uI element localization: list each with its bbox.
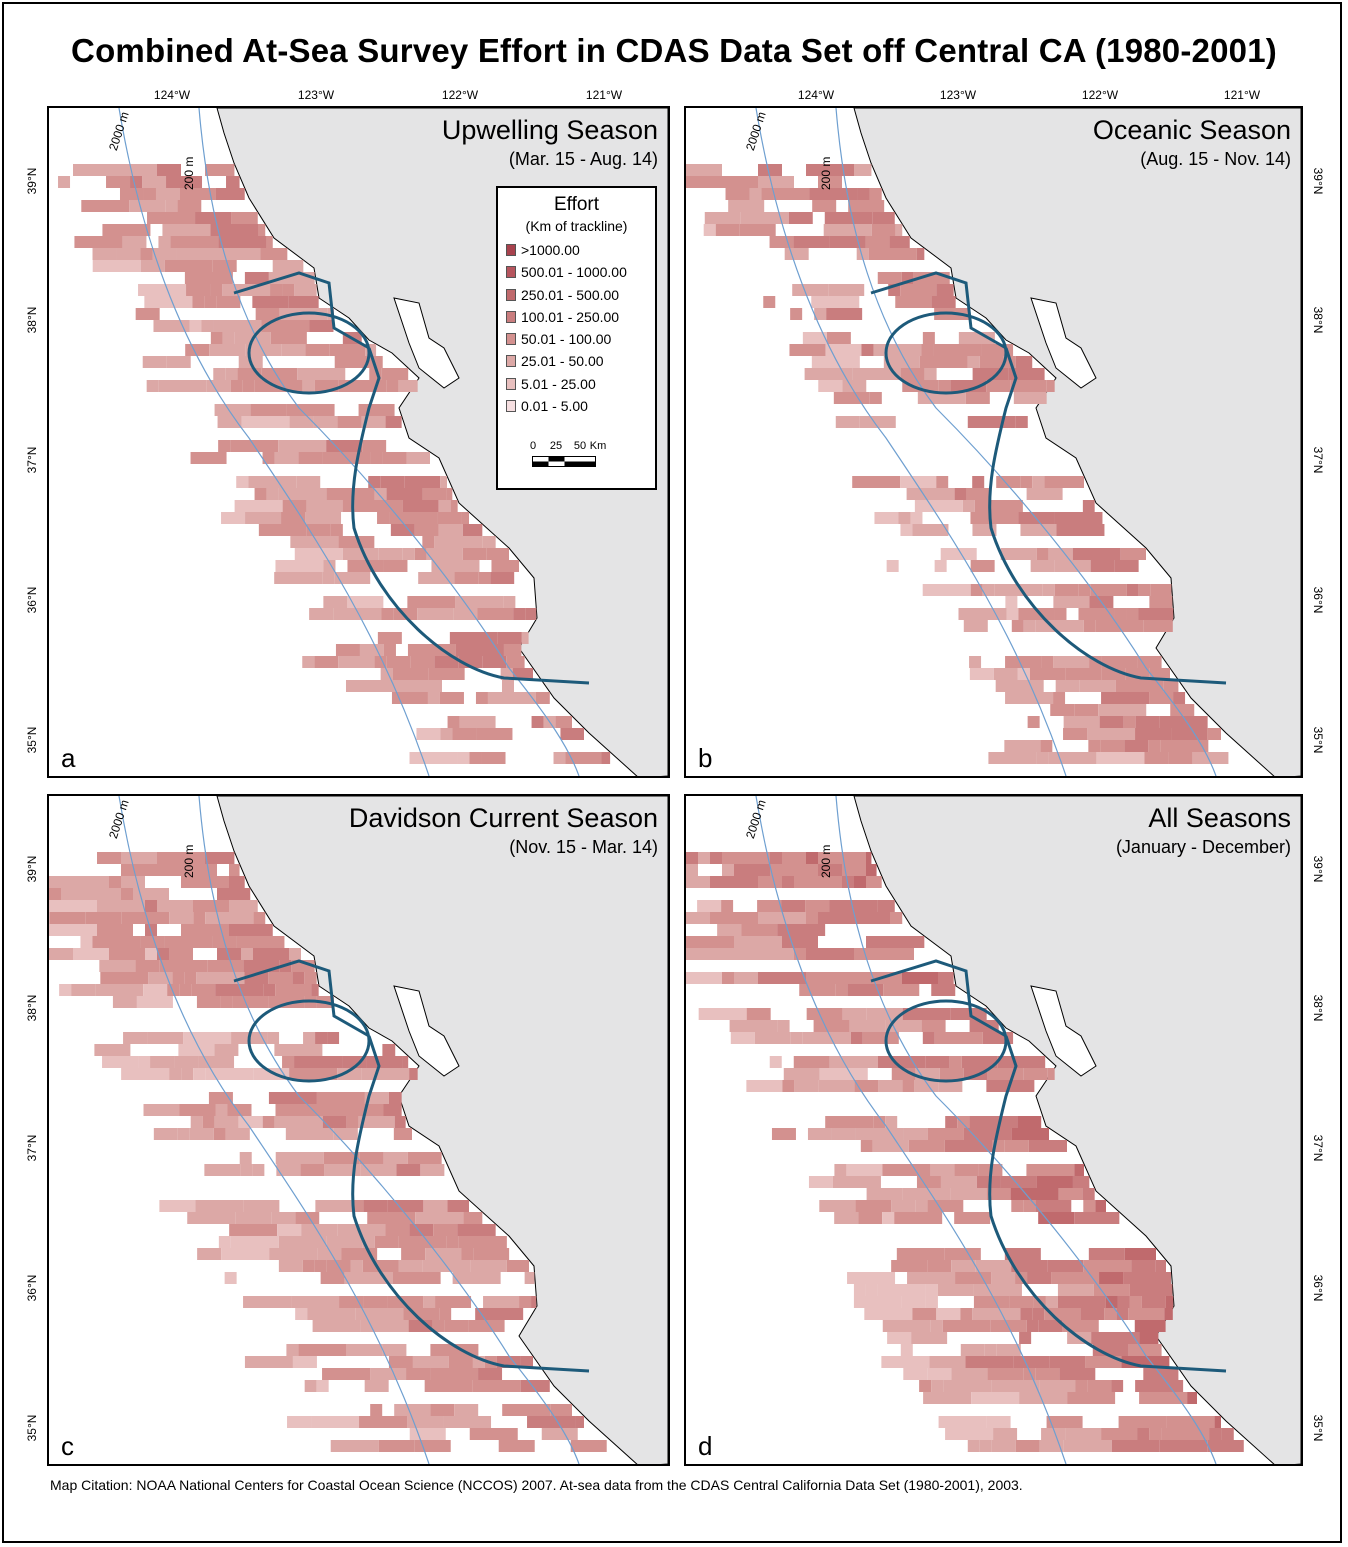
isobath-label-200: 200 m xyxy=(182,844,196,878)
legend-title: Effort xyxy=(553,194,600,215)
lat-tick-left-c: 36°N xyxy=(25,1274,39,1302)
lon-tick-top-b: 122°W xyxy=(1081,88,1119,102)
lat-tick-right-b: 37°N xyxy=(1311,446,1325,474)
lat-tick-right-d: 38°N xyxy=(1311,994,1325,1022)
legend-item: 250.01 - 500.00 xyxy=(498,284,655,306)
legend-swatch xyxy=(506,333,516,346)
scale-bar: 0 25 50 Km xyxy=(528,440,628,474)
lat-tick-right-d: 39°N xyxy=(1311,855,1325,883)
legend-swatch xyxy=(506,266,516,279)
map-panel-oceanic: 2000 m 200 m Oceanic Season (Aug. 15 - N… xyxy=(684,106,1303,778)
legend-swatch xyxy=(506,310,516,323)
scale-label: 50 xyxy=(573,440,587,452)
map-citation: Map Citation: NOAA National Centers for … xyxy=(50,1477,1023,1493)
panel-subtitle: (January - December) xyxy=(1113,836,1293,858)
panel-label: b xyxy=(698,743,713,773)
legend-item: 0.01 - 5.00 xyxy=(498,395,655,417)
lon-tick-top-a: 121°W xyxy=(585,88,623,102)
effort-legend: Effort (Km of trackline) >1000.00 500.01 … xyxy=(496,186,657,490)
legend-label: >1000.00 xyxy=(521,242,580,258)
legend-swatch xyxy=(506,377,516,390)
panel-subtitle: (Nov. 15 - Mar. 14) xyxy=(507,836,660,858)
map-canvas xyxy=(686,108,1301,776)
isobath-label-200: 200 m xyxy=(819,844,833,878)
panel-label: c xyxy=(61,1431,74,1461)
lat-tick-left-a: 35°N xyxy=(25,726,39,754)
isobath-label-200: 200 m xyxy=(819,156,833,190)
lon-tick-top-b: 124°W xyxy=(797,88,835,102)
lat-tick-right-b: 36°N xyxy=(1311,586,1325,614)
legend-items: >1000.00 500.01 - 1000.00 250.01 - 500.00 1… xyxy=(498,239,655,417)
scale-label: Km xyxy=(589,440,607,452)
lat-tick-left-c: 39°N xyxy=(25,855,39,883)
legend-label: 500.01 - 1000.00 xyxy=(521,264,627,281)
lat-tick-left-c: 35°N xyxy=(25,1414,39,1442)
legend-item: >1000.00 xyxy=(498,239,655,261)
lon-tick-top-a: 123°W xyxy=(297,88,335,102)
lat-tick-left-a: 36°N xyxy=(25,586,39,614)
panel-title: Davidson Current Season xyxy=(346,802,660,834)
panel-label: d xyxy=(698,1431,713,1461)
map-canvas xyxy=(686,796,1301,1464)
scale-bar-graphic xyxy=(532,456,596,467)
lat-tick-left-c: 38°N xyxy=(25,994,39,1022)
legend-item: 5.01 - 25.00 xyxy=(498,373,655,395)
map-panel-upwelling: 2000 m 200 m Upwelling Season (Mar. 15 -… xyxy=(47,106,670,778)
legend-label: 50.01 - 100.00 xyxy=(521,331,612,348)
panel-subtitle: (Mar. 15 - Aug. 14) xyxy=(506,148,660,170)
legend-item: 25.01 - 50.00 xyxy=(498,350,655,372)
lat-tick-right-b: 35°N xyxy=(1311,726,1325,754)
panel-label: a xyxy=(61,743,76,773)
lon-tick-top-b: 121°W xyxy=(1223,88,1261,102)
scale-label: 0 xyxy=(529,440,537,452)
isobath-label-200: 200 m xyxy=(182,156,196,190)
panel-title: Upwelling Season xyxy=(439,114,660,146)
figure-title: Combined At-Sea Survey Effort in CDAS Da… xyxy=(71,32,1277,69)
lon-tick-top-a: 124°W xyxy=(153,88,191,102)
map-canvas xyxy=(49,796,668,1464)
legend-label: 25.01 - 50.00 xyxy=(521,353,604,370)
lat-tick-left-a: 39°N xyxy=(25,167,39,195)
lon-tick-top-a: 122°W xyxy=(441,88,479,102)
lat-tick-left-a: 38°N xyxy=(25,306,39,334)
lat-tick-right-b: 39°N xyxy=(1311,167,1325,195)
legend-subtitle: (Km of trackline) xyxy=(525,218,628,234)
lat-tick-left-a: 37°N xyxy=(25,446,39,474)
legend-label: 100.01 - 250.00 xyxy=(521,308,620,325)
legend-swatch xyxy=(506,355,516,368)
lat-tick-right-d: 35°N xyxy=(1311,1414,1325,1442)
legend-swatch xyxy=(506,244,516,256)
lat-tick-right-d: 37°N xyxy=(1311,1134,1325,1162)
panel-title: All Seasons xyxy=(1146,802,1293,834)
legend-swatch xyxy=(506,288,516,301)
lat-tick-right-b: 38°N xyxy=(1311,306,1325,334)
legend-item: 100.01 - 250.00 xyxy=(498,306,655,328)
map-panel-all-seasons: 2000 m 200 m All Seasons (January - Dece… xyxy=(684,794,1303,1466)
legend-label: 0.01 - 5.00 xyxy=(521,398,588,415)
legend-swatch xyxy=(506,400,516,413)
lat-tick-right-d: 36°N xyxy=(1311,1274,1325,1302)
legend-label: 250.01 - 500.00 xyxy=(521,286,620,303)
map-panel-davidson: 2000 m 200 m Davidson Current Season (No… xyxy=(47,794,670,1466)
panel-subtitle: (Aug. 15 - Nov. 14) xyxy=(1138,148,1293,170)
legend-label: 5.01 - 25.00 xyxy=(521,375,596,392)
legend-item: 500.01 - 1000.00 xyxy=(498,261,655,283)
panel-title: Oceanic Season xyxy=(1090,114,1293,146)
legend-item: 50.01 - 100.00 xyxy=(498,328,655,350)
lat-tick-left-c: 37°N xyxy=(25,1134,39,1162)
lon-tick-top-b: 123°W xyxy=(939,88,977,102)
scale-label: 25 xyxy=(549,440,563,452)
